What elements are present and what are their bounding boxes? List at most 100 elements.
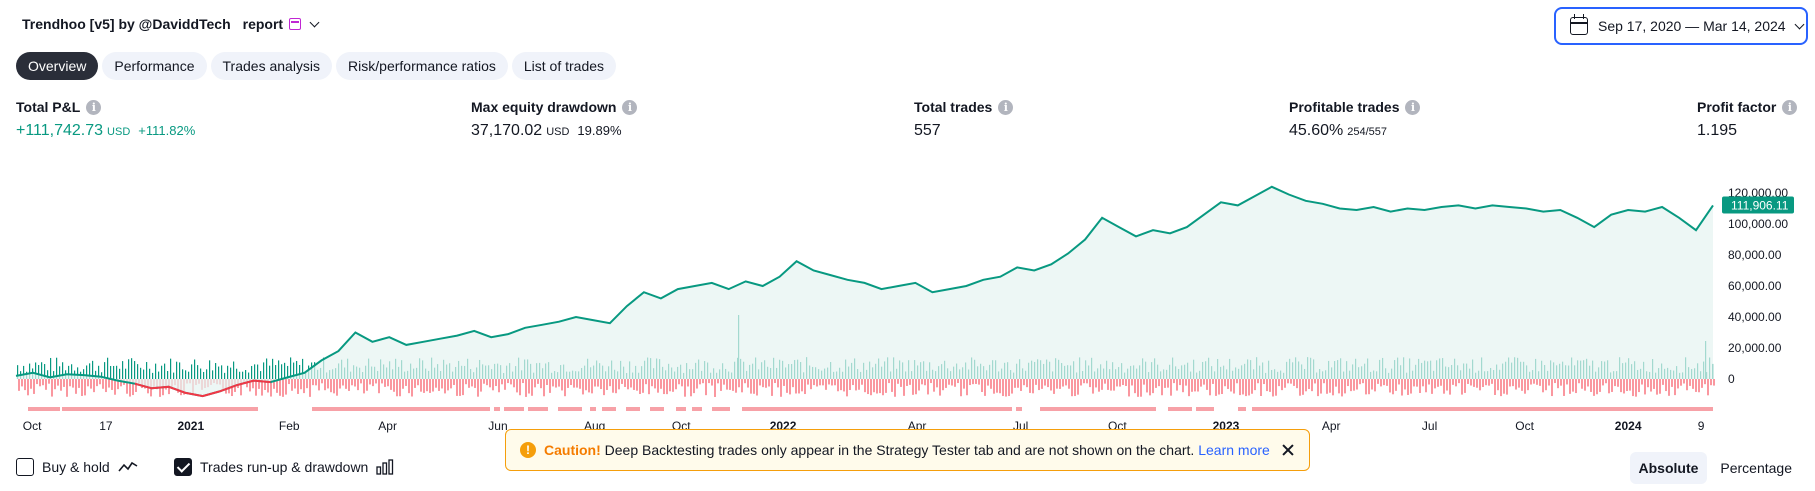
calendar-icon [289,18,302,30]
buy-hold-toggle[interactable]: Buy & hold [16,458,138,476]
strategy-title-bar[interactable]: Trendhoo [v5] by @DaviddTech report [16,12,320,36]
buy-hold-checkbox[interactable] [16,458,34,476]
drawdown-bar [1488,379,1490,386]
info-icon[interactable]: i [1782,99,1798,115]
caution-message: Deep Backtesting trades only appear in t… [604,442,1195,458]
metric-value: 45.60% [1289,122,1344,139]
drawdown-bar [819,379,821,386]
chevron-down-icon[interactable] [309,17,320,27]
drawdown-bar [780,379,782,397]
runup-bar [275,365,277,379]
drawdown-bar [1008,379,1010,397]
runup-bar [203,371,205,379]
info-icon[interactable]: i [998,99,1014,115]
drawdown-bar [1170,379,1172,396]
drawdown-bar [1335,379,1337,387]
drawdown-bar [1455,379,1457,387]
drawdown-bar [666,379,668,395]
drawdown-bar [30,379,32,389]
drawdown-bar [1623,379,1625,394]
runup-bar [212,370,214,379]
drawdown-bar [267,379,269,393]
drawdown-bar [1092,379,1094,394]
tab-performance[interactable]: Performance [102,52,207,80]
runup-bar [38,365,40,379]
drawdown-bar [63,379,65,387]
drawdown-bar [417,379,419,386]
drawdown-bar [927,379,929,395]
runup-bar [44,364,46,379]
date-range-label: Sep 17, 2020 — Mar 14, 2024 [1598,18,1786,34]
drawdown-bar [393,379,395,392]
absolute-button[interactable]: Absolute [1629,452,1708,484]
drawdown-bar [1380,379,1382,387]
runup-bar [266,358,268,379]
drawdown-bar [444,379,446,394]
y-tick-label: 40,000.00 [1728,310,1782,324]
drawdown-bar [1098,379,1100,392]
runup-bar [98,365,100,379]
drawdown-bar [1215,379,1217,396]
drawdown-bar [495,379,497,387]
percentage-button[interactable]: Percentage [1720,460,1792,476]
equity-chart[interactable]: 120,000.00 100,000.00 80,000.00 60,000.00 40… [0,170,1815,435]
drawdown-bar [1014,379,1016,388]
drawdown-bar [813,379,815,386]
runup-drawdown-toggle[interactable]: Trades run-up & drawdown [174,458,394,476]
drawdown-bar [1362,379,1364,384]
drawdown-bar [930,379,932,384]
drawdown-bar [312,379,314,386]
drawdown-bar [843,379,845,392]
runup-bar [278,360,280,379]
runup-bar [62,362,64,379]
runup-bar [101,372,103,379]
drawdown-bar [1680,379,1682,386]
close-icon[interactable] [1281,443,1295,457]
drawdown-bar [1323,379,1325,384]
drawdown-bar [381,379,383,384]
info-icon[interactable]: i [622,99,638,115]
drawdown-bar [1329,379,1331,393]
tab-list-of-trades[interactable]: List of trades [511,52,617,80]
drawdown-bar [1710,379,1712,386]
drawdown-bar [1485,379,1487,386]
drawdown-bar [1374,379,1376,392]
tab-trades-analysis[interactable]: Trades analysis [210,52,333,80]
drawdown-bar [1464,379,1466,393]
drawdown-bar [552,379,554,387]
drawdown-bar [1500,379,1502,397]
metric-label: Profit factor [1697,99,1777,115]
drawdown-bar [525,379,527,397]
runup-bar [251,365,253,379]
drawdown-bar [1476,379,1478,388]
metric-max-equity-drawdown: Max equity drawdown i 37,170.02 USD 19.89… [471,98,638,140]
info-icon[interactable]: i [86,99,102,115]
drawdown-bar [1074,379,1076,397]
info-icon[interactable]: i [1405,99,1421,115]
runup-bar [152,372,154,379]
tab-overview[interactable]: Overview [16,52,99,80]
tab-risk-performance-ratios[interactable]: Risk/performance ratios [336,52,508,80]
x-tick-label: Apr [378,419,397,433]
drawdown-segment [692,407,702,411]
drawdown-bar [1698,379,1700,393]
drawdown-bar [1350,379,1352,392]
drawdown-bar [108,379,110,388]
runup-drawdown-checkbox[interactable] [174,458,192,476]
date-range-selector[interactable]: Sep 17, 2020 — Mar 14, 2024 [1554,7,1808,45]
x-tick-label: Feb [279,419,300,433]
drawdown-bar [375,379,377,384]
drawdown-bar [378,379,380,394]
drawdown-bar [1584,379,1586,391]
x-tick-label: Oct [23,419,42,433]
drawdown-bar [1005,379,1007,397]
drawdown-bar [1689,379,1691,386]
drawdown-bar [1611,379,1613,392]
runup-bar [155,363,157,379]
drawdown-bar [585,379,587,391]
runup-bar [125,368,127,379]
runup-bar [209,360,211,379]
learn-more-link[interactable]: Learn more [1198,442,1270,458]
runup-bar [50,357,52,379]
metric-total-trades: Total trades i 557 [914,98,1014,140]
